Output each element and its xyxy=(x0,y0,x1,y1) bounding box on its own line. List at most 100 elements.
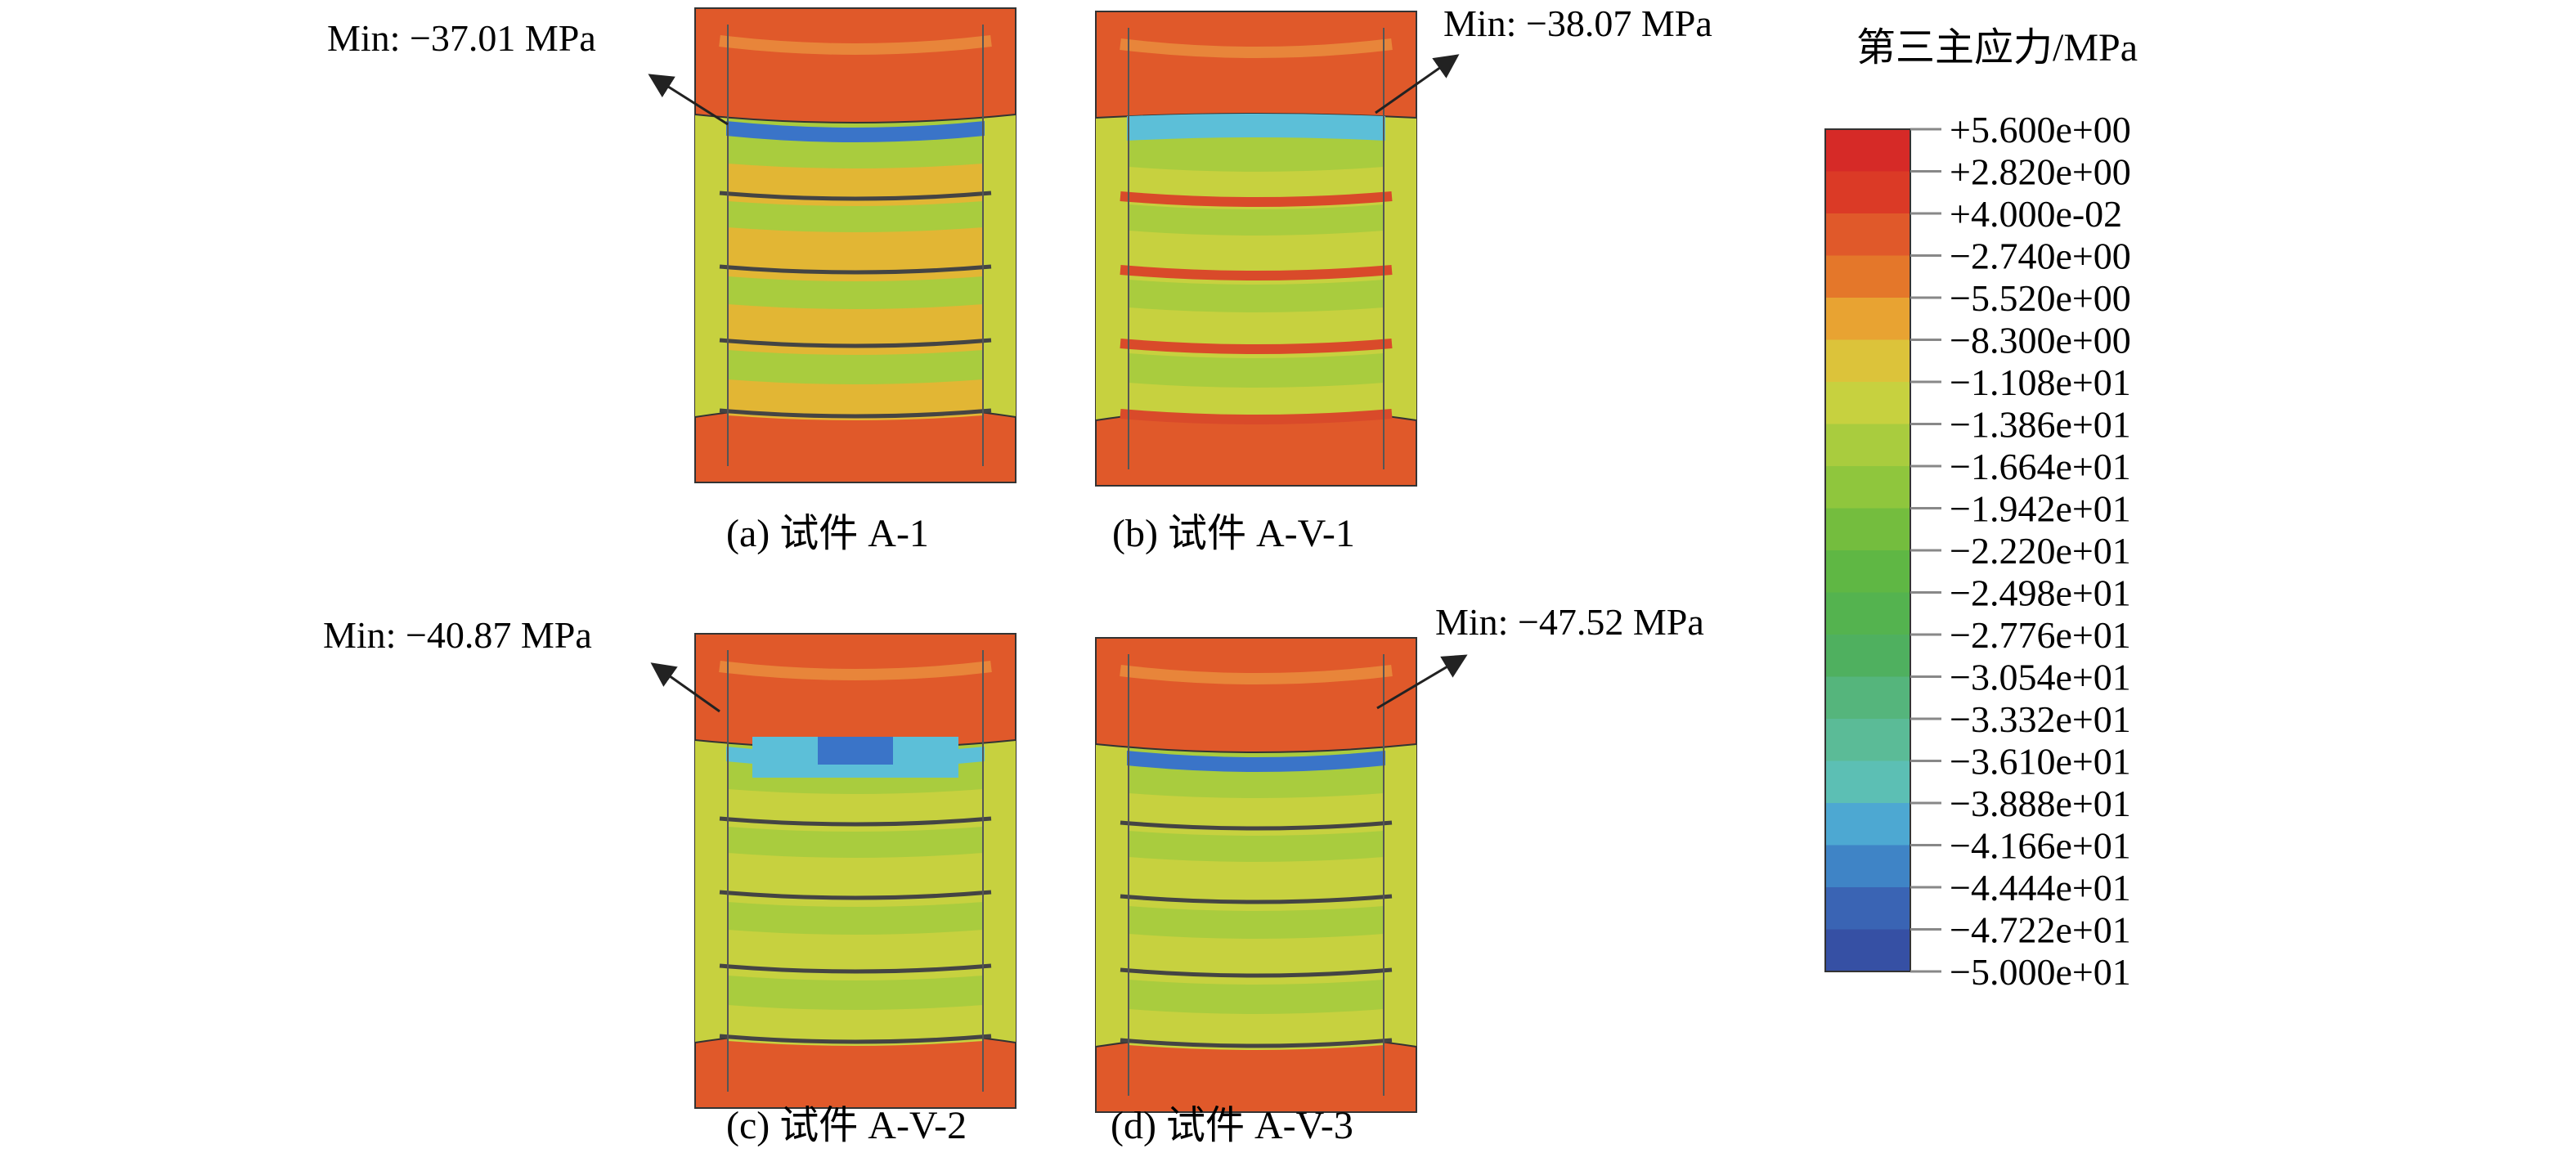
legend-tick-label-3: −2.740e+00 xyxy=(1950,236,2131,277)
min-arrow-b xyxy=(1375,54,1460,114)
min-label-d: Min: −47.52 MPa xyxy=(1435,601,1704,643)
legend-swatch-1 xyxy=(1825,171,1910,214)
steel-line-b-0 xyxy=(1120,191,1393,207)
legend-swatch-5 xyxy=(1825,339,1910,383)
legend-swatch-6 xyxy=(1825,382,1910,424)
steel-line-d-2 xyxy=(1120,967,1393,978)
legend-tick-label-17: −4.166e+01 xyxy=(1950,825,2131,867)
legend-tick-label-1: +2.820e+00 xyxy=(1950,151,2131,193)
legend-tick-label-6: −1.108e+01 xyxy=(1950,361,2131,403)
top-plate-d xyxy=(1095,637,1417,753)
legend-tick-label-0: +5.600e+00 xyxy=(1950,109,2131,150)
legend-tick-label-20: −5.000e+01 xyxy=(1950,951,2131,993)
panel-b: Min: −38.07 MPa (b) 试件 A-V-1 xyxy=(1095,2,1712,555)
min-arrow-c xyxy=(650,662,720,713)
legend-swatch-19 xyxy=(1825,929,1910,972)
steel-line-d-3 xyxy=(1120,1038,1393,1048)
stripe-a-3 xyxy=(728,379,983,420)
legend-swatch-15 xyxy=(1825,760,1910,804)
legend-swatch-8 xyxy=(1825,466,1910,509)
caption-d: (d) 试件 A-V-3 xyxy=(1111,1104,1353,1147)
panel-a: Min: −37.01 MPa (a) 试件 A-1 xyxy=(327,7,1016,555)
legend-tick-label-5: −8.300e+00 xyxy=(1950,320,2131,361)
legend-swatch-10 xyxy=(1825,550,1910,593)
steel-line-a-0 xyxy=(719,191,992,201)
legend-tick-label-16: −3.888e+01 xyxy=(1950,783,2131,824)
contact-band-b xyxy=(1127,114,1385,141)
legend-swatch-13 xyxy=(1825,676,1910,720)
min-label-c: Min: −40.87 MPa xyxy=(323,614,592,656)
top-plate-highlight-d xyxy=(1120,665,1393,684)
min-arrow-a xyxy=(648,74,729,126)
legend-tick-label-9: −1.942e+01 xyxy=(1950,488,2131,530)
steel-line-a-1 xyxy=(719,264,992,275)
steel-line-c-3 xyxy=(719,1034,992,1044)
steel-line-a-3 xyxy=(719,408,992,419)
legend-tick-label-13: −3.054e+01 xyxy=(1950,657,2131,698)
contour-plot-b xyxy=(1095,11,1417,487)
legend-swatch-11 xyxy=(1825,592,1910,635)
legend-title: 第三主应力/MPa xyxy=(1856,26,2138,70)
legend-swatch-7 xyxy=(1825,424,1910,467)
contact-core-c xyxy=(818,737,893,765)
legend-swatch-17 xyxy=(1825,845,1910,888)
legend-tick-label-19: −4.722e+01 xyxy=(1950,909,2131,951)
legend-swatch-18 xyxy=(1825,887,1910,930)
top-plate-b xyxy=(1095,11,1417,119)
top-plate-highlight-c xyxy=(719,661,992,680)
legend-tick-label-10: −2.220e+01 xyxy=(1950,530,2131,572)
steel-line-c-0 xyxy=(719,816,992,827)
top-plate-highlight-b xyxy=(1120,38,1393,58)
contact-band-a xyxy=(726,121,985,142)
panel-d: Min: −47.52 MPa (d) 试件 A-V-3 xyxy=(1095,601,1704,1147)
contour-plot-a xyxy=(694,7,1016,483)
legend-tick-label-18: −4.444e+01 xyxy=(1950,867,2131,908)
legend: 第三主应力/MPa +5.600e+00+2.820e+00+4.000e-02… xyxy=(1824,26,2138,993)
contour-plot-d xyxy=(1095,637,1417,1113)
legend-tick-labels: +5.600e+00+2.820e+00+4.000e-02−2.740e+00… xyxy=(1910,109,2131,993)
stripe-c-3 xyxy=(728,1005,983,1046)
stripe-d-2 xyxy=(1129,934,1384,985)
contact-band-d xyxy=(1127,751,1385,772)
stripe-a-1 xyxy=(728,227,983,281)
legend-tick-label-14: −3.332e+01 xyxy=(1950,698,2131,740)
caption-a: (a) 试件 A-1 xyxy=(726,512,929,555)
steel-line-b-3 xyxy=(1120,409,1393,424)
top-plate-highlight-a xyxy=(719,35,992,55)
min-label-a: Min: −37.01 MPa xyxy=(327,17,596,59)
legend-tick-label-2: +4.000e-02 xyxy=(1950,193,2122,235)
steel-line-d-0 xyxy=(1120,820,1393,831)
min-label-b: Min: −38.07 MPa xyxy=(1443,2,1712,44)
legend-tick-label-4: −5.520e+00 xyxy=(1950,277,2131,319)
legend-swatch-0 xyxy=(1825,129,1910,172)
steel-line-b-2 xyxy=(1120,339,1393,354)
steel-line-d-1 xyxy=(1120,894,1393,904)
stripe-a-2 xyxy=(728,304,983,355)
steel-line-c-1 xyxy=(719,890,992,900)
legend-tick-label-8: −1.664e+01 xyxy=(1950,446,2131,487)
steel-line-b-1 xyxy=(1120,265,1393,280)
legend-swatch-14 xyxy=(1825,719,1910,761)
legend-swatch-2 xyxy=(1825,213,1910,256)
legend-swatch-16 xyxy=(1825,803,1910,846)
legend-tick-label-15: −3.610e+01 xyxy=(1950,741,2131,783)
legend-swatch-12 xyxy=(1825,635,1910,677)
legend-tick-label-7: −1.386e+01 xyxy=(1950,404,2131,446)
stripe-d-3 xyxy=(1129,1009,1384,1050)
steel-line-a-2 xyxy=(719,338,992,348)
steel-line-c-2 xyxy=(719,963,992,974)
top-plate-a xyxy=(694,7,1016,123)
contour-plot-c xyxy=(694,633,1016,1109)
panel-c: Min: −40.87 MPa (c) 试件 A-V-2 xyxy=(323,614,1016,1147)
legend-swatch-9 xyxy=(1825,508,1910,551)
top-plate-c xyxy=(694,633,1016,749)
min-arrow-d xyxy=(1376,654,1468,710)
legend-tick-label-12: −2.776e+01 xyxy=(1950,614,2131,656)
legend-swatch-3 xyxy=(1825,255,1910,298)
stripe-d-1 xyxy=(1129,857,1384,911)
caption-b: (b) 试件 A-V-1 xyxy=(1112,512,1355,555)
stripe-c-1 xyxy=(728,853,983,907)
legend-tick-label-11: −2.498e+01 xyxy=(1950,572,2131,614)
caption-c: (c) 试件 A-V-2 xyxy=(726,1104,967,1147)
